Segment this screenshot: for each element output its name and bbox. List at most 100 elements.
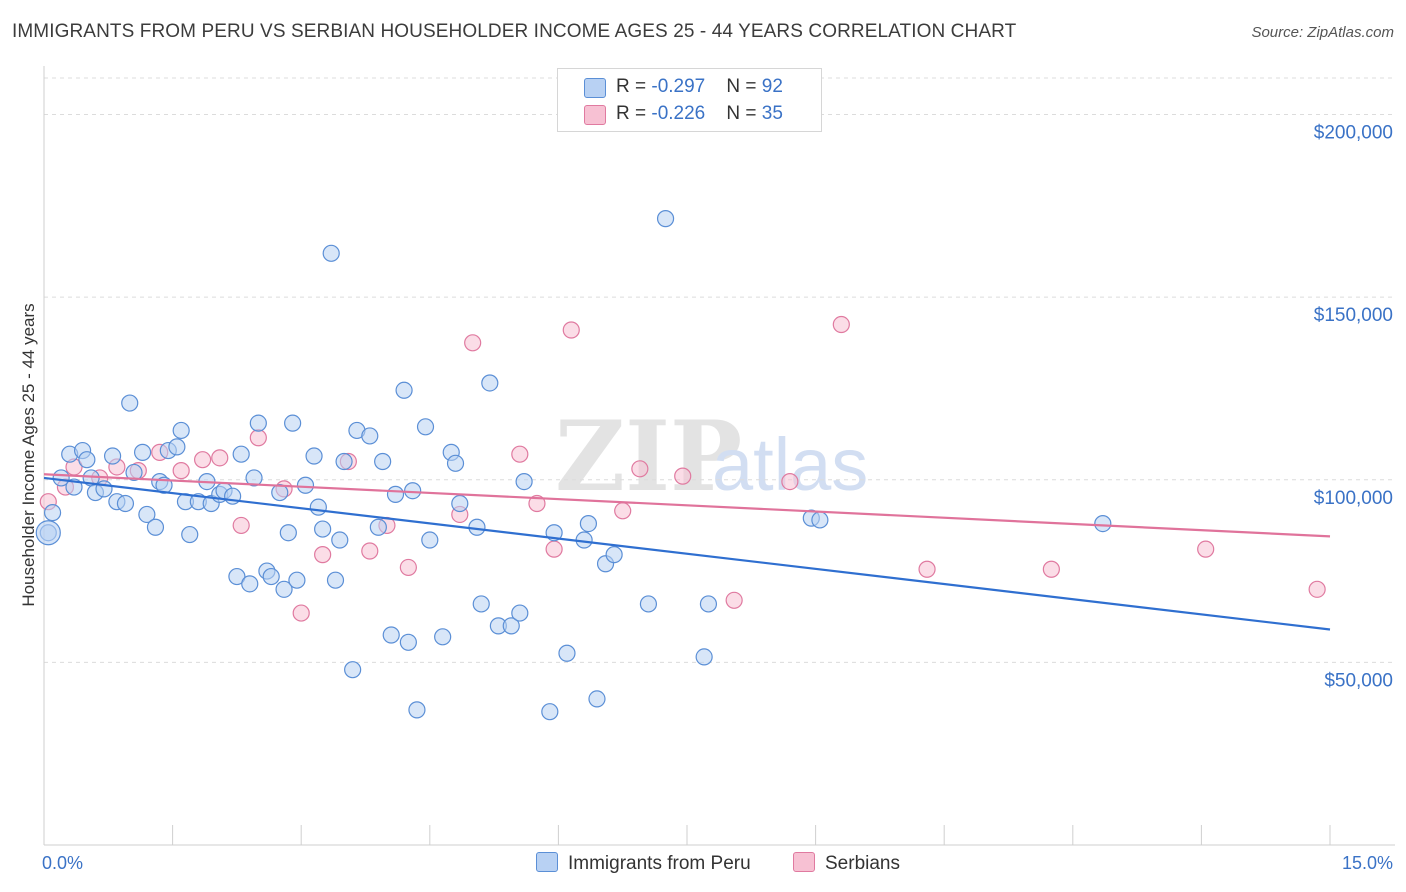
serbians-trend-line	[43, 473, 1331, 538]
serbians-point-11	[249, 429, 267, 447]
x-tick-label-start: 0.0%	[42, 853, 83, 873]
legend-r-value: -0.226	[651, 103, 706, 124]
peru-points	[35, 210, 1112, 721]
peru-point-75	[541, 703, 559, 721]
peru-point-17	[146, 518, 165, 536]
peru-point-42	[288, 571, 306, 589]
legend-r-label: R =	[616, 103, 652, 124]
peru-point-43	[296, 476, 315, 494]
serbians-point-30	[832, 315, 850, 334]
peru-point-32	[232, 445, 250, 463]
peru-point-31	[228, 567, 246, 586]
zipatlas-watermark: ZIP atlas	[555, 400, 868, 513]
chart-title: IMMIGRANTS FROM PERU VS SERBIAN HOUSEHOL…	[12, 21, 1017, 42]
peru-point-34	[245, 469, 263, 487]
bottom-legend-peru: Immigrants from Peru	[536, 852, 751, 875]
serbians-point-25	[614, 502, 632, 520]
serbians-point-18	[399, 558, 417, 577]
peru-point-56	[382, 626, 400, 644]
correlation-legend: R = -0.297 N = 92 R = -0.226 N = 35	[557, 68, 822, 132]
peru-point-84	[656, 210, 675, 228]
peru-point-54	[369, 518, 387, 536]
peru-point-57	[386, 485, 405, 503]
peru-point-22	[172, 421, 190, 440]
x-tick-label-end: 15.0%	[1342, 853, 1393, 873]
peru-point-39	[275, 580, 293, 598]
peru-point-13	[121, 394, 139, 412]
peru-point-86	[699, 595, 718, 613]
peru-point-38	[271, 483, 289, 502]
peru-point-88	[811, 511, 829, 529]
peru-point-64	[434, 628, 452, 646]
serbians-point-28	[725, 591, 743, 609]
peru-point-89	[1094, 514, 1112, 533]
trend-lines	[43, 473, 1331, 631]
peru-point-47	[322, 244, 340, 262]
peru-point-44	[305, 447, 323, 465]
peru-point-80	[588, 690, 606, 708]
watermark-atlas: atlas	[712, 423, 868, 506]
peru-point-50	[335, 452, 353, 471]
legend-n-label: N =	[726, 103, 762, 124]
peru-point-63	[421, 531, 439, 549]
bottom-legend-swatch-serbians	[793, 852, 815, 872]
peru-point-73	[511, 604, 529, 622]
serbians-point-33	[1197, 540, 1215, 558]
peru-point-6	[78, 451, 96, 469]
serbians-point-32	[1042, 560, 1060, 578]
peru-point-58	[395, 381, 413, 399]
bottom-legend-serbians: Serbians	[793, 852, 900, 875]
serbians-point-16	[361, 542, 379, 560]
peru-point-59	[399, 633, 417, 651]
watermark-zip: ZIP	[555, 400, 742, 513]
legend-r-value: -0.297	[651, 76, 706, 97]
grid-lines	[44, 77, 1395, 663]
legend-swatch-serbians	[584, 105, 606, 125]
legend-swatch-peru	[584, 78, 606, 98]
peru-point-82	[605, 546, 623, 564]
axes	[43, 66, 1395, 846]
serbians-point-22	[528, 494, 546, 513]
legend-n-value: 35	[761, 103, 783, 124]
y-tick-labels: $50,000 $100,000 $150,000 $200,000	[1314, 123, 1393, 692]
y-tick-label-1: $100,000	[1314, 488, 1393, 509]
peru-point-40	[279, 524, 297, 542]
peru-point-83	[639, 595, 658, 613]
legend-n-value: 92	[761, 76, 783, 97]
serbians-point-27	[674, 467, 692, 485]
peru-point-21	[168, 438, 186, 456]
peru-point-85	[695, 648, 713, 666]
peru-point-79	[579, 514, 598, 533]
serbians-point-29	[781, 472, 799, 491]
y-tick-label-0: $50,000	[1324, 670, 1393, 691]
source-credit: Source: ZipAtlas.com	[1251, 24, 1394, 41]
serbians-point-13	[292, 604, 310, 622]
serbians-point-10	[232, 516, 250, 535]
peru-point-69	[472, 595, 490, 613]
peru-point-16	[138, 505, 156, 524]
serbians-point-23	[545, 540, 563, 558]
peru-point-33	[241, 575, 259, 593]
serbians-point-21	[511, 445, 529, 463]
serbians-point-31	[918, 560, 936, 578]
peru-point-61	[408, 701, 426, 719]
x-tick-labels: 0.0% 15.0%	[42, 853, 1393, 873]
serbians-point-24	[562, 321, 580, 339]
serbians-point-8	[194, 451, 212, 469]
serbians-point-9	[211, 449, 229, 467]
peru-point-48	[326, 571, 345, 589]
serbians-point-26	[631, 460, 649, 478]
peru-point-45	[309, 498, 327, 516]
peru-point-12	[116, 494, 135, 513]
peru-point-15	[133, 443, 152, 461]
legend-r-label: R =	[616, 76, 652, 97]
serbians-point-34	[1308, 580, 1326, 598]
peru-point-41	[284, 414, 302, 432]
peru-point-46	[314, 520, 332, 538]
peru-point-62	[416, 418, 435, 436]
peru-point-53	[361, 427, 379, 445]
peru-point-70	[481, 374, 499, 392]
y-tick-label-2: $150,000	[1314, 305, 1393, 326]
peru-trend-line	[43, 476, 1331, 631]
